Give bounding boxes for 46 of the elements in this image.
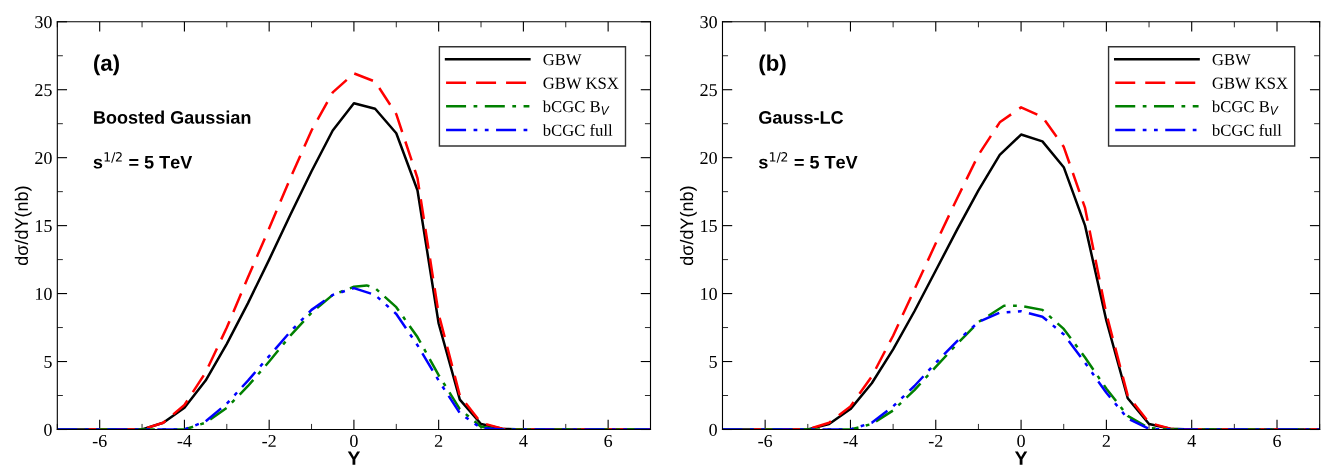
y-tick-label: 20	[700, 151, 717, 165]
legend-label: GBW KSX	[543, 77, 619, 89]
x-tick-label: 6	[1273, 434, 1281, 448]
x-tick-label: -6	[758, 434, 773, 448]
y-tick-label: 25	[700, 84, 717, 97]
x-tick-label: -2	[928, 434, 943, 447]
legend-label: bCGC full	[542, 124, 613, 136]
x-axis-title: Y	[1014, 451, 1028, 465]
y-tick-label: 30	[700, 16, 717, 29]
x-tick-label: 0	[350, 434, 358, 448]
legend-label: bCGC B$_{V}$	[1211, 100, 1279, 115]
legend-label: GBW	[543, 54, 582, 66]
y-axis-title: dσ/dY(nb)	[14, 186, 32, 266]
legend-label: bCGC full	[1211, 124, 1282, 136]
annotation: (a)	[94, 54, 119, 76]
x-tick-label: 4	[519, 434, 528, 447]
y-tick-label: 15	[35, 219, 52, 233]
y-tick-label: 10	[701, 287, 717, 301]
legend-label: bCGC B$_{V}$	[542, 100, 610, 115]
y-tick-label: 5	[709, 355, 717, 368]
y-tick-label: 10	[35, 287, 52, 301]
annotation: Boosted Gaussian	[94, 110, 251, 124]
x-tick-label: -6	[92, 434, 107, 448]
legend-label: GBW KSX	[1212, 77, 1288, 89]
x-tick-label: -4	[843, 434, 858, 447]
x-tick-label: -2	[262, 434, 276, 447]
y-tick-label: 0	[44, 423, 52, 436]
y-tick-label: 0	[709, 423, 717, 436]
annotation: (b)	[759, 54, 786, 76]
y-tick-label: 20	[35, 151, 52, 165]
x-tick-label: 0	[1017, 434, 1025, 448]
y-tick-label: 15	[701, 219, 717, 233]
annotation: s$^{1/2}$ = 5 TeV	[758, 152, 858, 169]
y-axis-title: dσ/dY(nb)	[679, 186, 697, 266]
x-tick-label: -4	[177, 434, 192, 447]
y-tick-label: 25	[35, 84, 52, 97]
x-tick-label: 2	[1102, 434, 1110, 447]
legend-label: GBW	[1212, 54, 1251, 66]
y-tick-label: 5	[44, 355, 52, 368]
x-tick-label: 6	[604, 434, 613, 448]
x-tick-label: 4	[1187, 434, 1196, 447]
y-tick-label: 30	[35, 16, 52, 29]
x-axis-title: Y	[347, 451, 361, 465]
annotation: Gauss-LC	[759, 111, 844, 124]
x-tick-label: 2	[434, 434, 443, 447]
annotation: s$^{1/2}$ = 5 TeV	[93, 152, 193, 169]
